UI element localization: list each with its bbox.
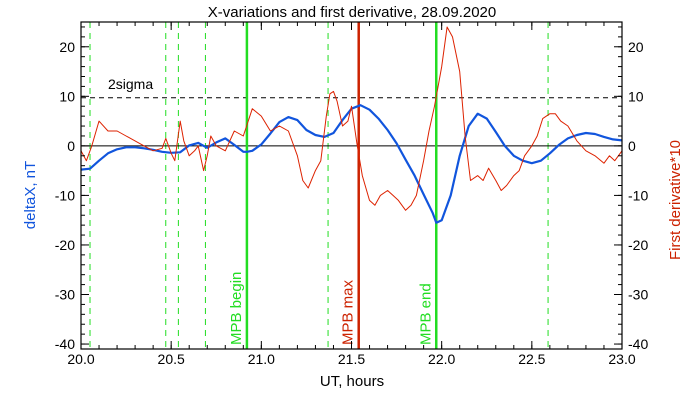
y-tick-label-left-3: -10 <box>55 187 75 203</box>
x-tick-label-4: 22.0 <box>428 351 455 367</box>
series-line-derivative <box>80 26 623 211</box>
y-tick-label-left-0: -40 <box>55 336 75 352</box>
marker-label-0: MPB begin <box>228 272 245 345</box>
y-tick-label-right-1: -30 <box>628 287 648 303</box>
y-tick-label-left-6: 20 <box>59 39 75 55</box>
marker-label-1: MPB max <box>340 279 357 345</box>
y-tick-label-left-1: -30 <box>55 287 75 303</box>
y-tick-label-left-2: -20 <box>55 237 75 253</box>
x-tick-label-2: 21.0 <box>248 351 275 367</box>
y-tick-label-left-5: 10 <box>59 88 75 104</box>
y-tick-label-left-4: 0 <box>67 138 75 154</box>
y-tick-label-right-3: -10 <box>628 187 648 203</box>
y-tick-label-right-0: -40 <box>628 336 648 352</box>
y-tick-label-right-5: 10 <box>628 88 644 104</box>
x-tick-label-5: 22.5 <box>518 351 545 367</box>
x-tick-label-1: 20.5 <box>158 351 185 367</box>
marker-label-2: MPB end <box>417 283 434 345</box>
plot-area: 2sigma MPB begin MPB max MPB end 20.0 20.5 21.… <box>55 21 648 367</box>
chart-title: X-variations and first derivative, 28.09… <box>208 4 497 21</box>
y-axis-label-right: First derivative*10 <box>667 140 684 260</box>
y-tick-label-right-4: 0 <box>628 138 636 154</box>
x-tick-label-6: 23.0 <box>608 351 635 367</box>
sigma-label: 2sigma <box>108 76 153 92</box>
y-axis-label-left: deltaX, nT <box>22 161 39 229</box>
x-tick-label-0: 20.0 <box>67 351 94 367</box>
y-tick-label-right-6: 20 <box>628 39 644 55</box>
x-axis-label: UT, hours <box>320 373 384 390</box>
y-tick-label-right-2: -20 <box>628 237 648 253</box>
x-tick-label-3: 21.5 <box>338 351 365 367</box>
